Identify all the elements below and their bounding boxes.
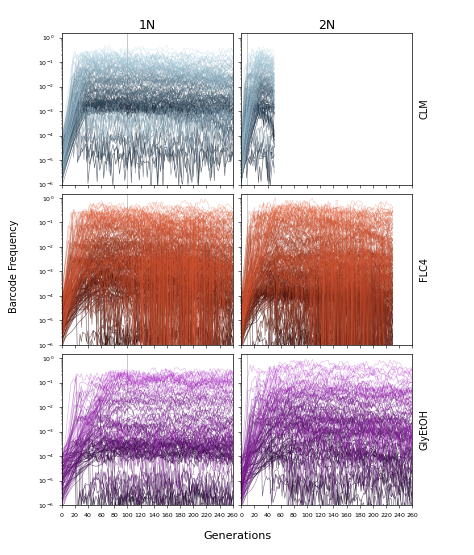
Text: Generations: Generations xyxy=(203,531,271,541)
Text: CLM: CLM xyxy=(419,99,429,119)
Title: 1N: 1N xyxy=(138,19,156,32)
Text: Barcode Frequency: Barcode Frequency xyxy=(9,220,19,313)
Text: GlyEtOH: GlyEtOH xyxy=(419,409,429,450)
Title: 2N: 2N xyxy=(318,19,336,32)
Text: FLC4: FLC4 xyxy=(419,257,429,281)
